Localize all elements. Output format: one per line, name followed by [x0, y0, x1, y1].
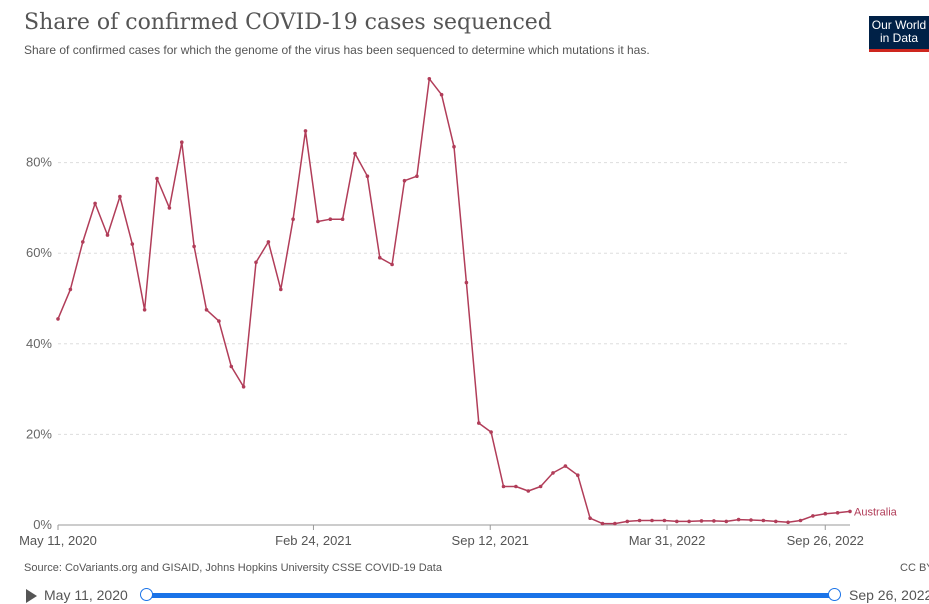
- data-point[interactable]: [736, 517, 741, 522]
- data-point[interactable]: [501, 484, 506, 489]
- data-point[interactable]: [724, 519, 729, 524]
- data-point[interactable]: [365, 174, 370, 178]
- data-point[interactable]: [378, 255, 382, 260]
- data-point[interactable]: [588, 516, 592, 520]
- data-point[interactable]: [551, 471, 555, 475]
- timeline-start-handle[interactable]: [140, 588, 153, 601]
- line-chart: 0% 20% 40% 60% 80% May 11, 2020 Feb 24, 2021 S…: [19, 77, 898, 548]
- x-tick-label: Sep 12, 2021: [452, 533, 529, 548]
- data-point[interactable]: [254, 260, 258, 265]
- data-point[interactable]: [439, 92, 444, 97]
- x-tick-label: May 11, 2020: [19, 533, 97, 548]
- timeline-start-label: May 11, 2020: [44, 587, 128, 603]
- data-point[interactable]: [637, 518, 642, 523]
- data-point[interactable]: [576, 473, 580, 478]
- data-point[interactable]: [749, 518, 753, 522]
- timeline-slider: May 11, 2020 Sep 26, 2022: [0, 584, 929, 604]
- chart-title: Share of confirmed COVID-19 cases sequen…: [24, 10, 552, 35]
- grid-lines: [58, 162, 850, 435]
- data-point[interactable]: [266, 240, 271, 244]
- data-point[interactable]: [650, 518, 654, 523]
- logo-line-2: in Data: [879, 31, 919, 45]
- data-point[interactable]: [167, 206, 172, 210]
- data-point[interactable]: [81, 240, 85, 244]
- data-point[interactable]: [699, 519, 704, 523]
- data-point[interactable]: [192, 244, 196, 249]
- data-point[interactable]: [303, 129, 308, 133]
- data-point[interactable]: [662, 518, 667, 523]
- y-axis: 0% 20% 40% 60% 80%: [26, 155, 52, 532]
- data-point[interactable]: [489, 430, 493, 434]
- y-tick-label: 60%: [26, 245, 52, 260]
- y-tick-label: 80%: [26, 155, 52, 170]
- data-point[interactable]: [316, 219, 320, 224]
- data-point[interactable]: [563, 464, 568, 468]
- data-point[interactable]: [625, 519, 630, 524]
- data-point[interactable]: [130, 242, 135, 246]
- y-tick-label: 0%: [33, 517, 52, 532]
- data-point[interactable]: [798, 518, 803, 523]
- data-point[interactable]: [464, 280, 469, 285]
- timeline-end-handle[interactable]: [828, 588, 841, 601]
- data-point[interactable]: [340, 217, 345, 221]
- x-tick-label: Feb 24, 2021: [275, 533, 352, 548]
- play-icon[interactable]: [26, 589, 37, 603]
- x-tick-label: Sep 26, 2022: [787, 533, 864, 548]
- data-point[interactable]: [204, 308, 209, 312]
- data-point[interactable]: [180, 140, 184, 144]
- x-axis: May 11, 2020 Feb 24, 2021 Sep 12, 2021 Mar …: [19, 524, 864, 548]
- data-point[interactable]: [56, 317, 60, 321]
- data-point[interactable]: [93, 201, 97, 206]
- y-tick-label: 20%: [26, 426, 52, 441]
- data-point[interactable]: [613, 521, 617, 526]
- data-point[interactable]: [68, 287, 73, 292]
- logo-line-1: Our World: [871, 18, 927, 32]
- data-point[interactable]: [600, 521, 605, 526]
- data-point[interactable]: [811, 514, 815, 518]
- y-tick-label: 40%: [26, 336, 52, 351]
- data-point[interactable]: [291, 217, 295, 221]
- data-point[interactable]: [514, 484, 518, 489]
- data-point[interactable]: [155, 176, 159, 181]
- timeline-track[interactable]: [147, 593, 834, 598]
- data-point[interactable]: [217, 319, 221, 323]
- data-point[interactable]: [786, 520, 790, 525]
- source-note: Source: CoVariants.org and GISAID, Johns…: [24, 562, 442, 574]
- data-point[interactable]: [390, 262, 394, 267]
- data-point[interactable]: [687, 519, 691, 524]
- data-point[interactable]: [477, 421, 481, 425]
- timeline-end-label: Sep 26, 2022: [849, 587, 929, 603]
- series-group: Australia: [56, 77, 898, 526]
- license-link[interactable]: CC BY: [900, 562, 929, 574]
- owid-logo[interactable]: Our World in Data: [869, 16, 929, 52]
- data-point[interactable]: [774, 519, 778, 524]
- data-point[interactable]: [229, 364, 234, 369]
- series-label[interactable]: Australia: [854, 506, 898, 518]
- data-point[interactable]: [835, 511, 840, 515]
- data-point[interactable]: [279, 287, 283, 292]
- data-point[interactable]: [848, 509, 852, 514]
- data-point[interactable]: [823, 511, 828, 516]
- data-point[interactable]: [353, 151, 357, 156]
- data-point[interactable]: [675, 519, 679, 524]
- data-point[interactable]: [427, 77, 432, 81]
- chart-subtitle: Share of confirmed cases for which the g…: [24, 43, 650, 57]
- data-point[interactable]: [241, 385, 246, 389]
- data-point[interactable]: [452, 144, 456, 149]
- data-point[interactable]: [712, 519, 716, 523]
- data-point[interactable]: [761, 518, 766, 523]
- data-point[interactable]: [402, 178, 407, 183]
- data-point[interactable]: [328, 217, 333, 221]
- data-point[interactable]: [538, 484, 543, 489]
- data-point[interactable]: [415, 174, 419, 178]
- data-point[interactable]: [105, 233, 110, 237]
- data-point[interactable]: [142, 308, 147, 312]
- x-tick-label: Mar 31, 2022: [629, 533, 706, 548]
- data-point[interactable]: [118, 194, 122, 199]
- data-point[interactable]: [526, 489, 531, 493]
